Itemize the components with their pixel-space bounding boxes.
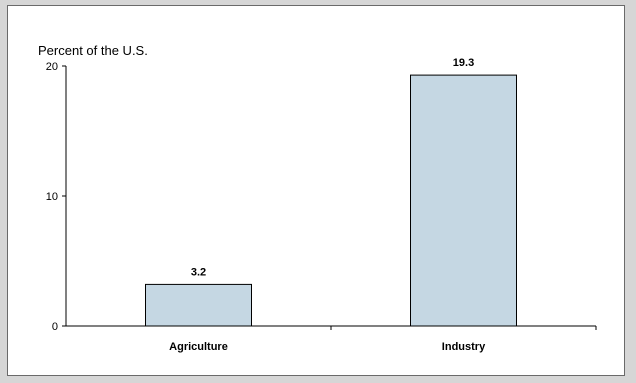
- category-labels: Agriculture Industry: [169, 341, 486, 353]
- bars: [145, 74, 517, 327]
- y-axis-label: Percent of the U.S.: [38, 43, 148, 58]
- y-tick-label: 10: [46, 191, 58, 203]
- category-label: Agriculture: [169, 341, 228, 353]
- bar-agriculture: [145, 283, 252, 327]
- category-label: Industry: [442, 341, 486, 353]
- chart-frame: [7, 5, 625, 376]
- y-tick-label: 20: [46, 61, 58, 73]
- y-ticks: 0 10 20: [46, 61, 66, 333]
- data-label: 19.3: [453, 57, 474, 69]
- y-tick-label: 0: [52, 321, 58, 333]
- data-labels: 3.2 19.3: [191, 57, 474, 278]
- bar-industry: [410, 74, 517, 327]
- data-label: 3.2: [191, 266, 206, 278]
